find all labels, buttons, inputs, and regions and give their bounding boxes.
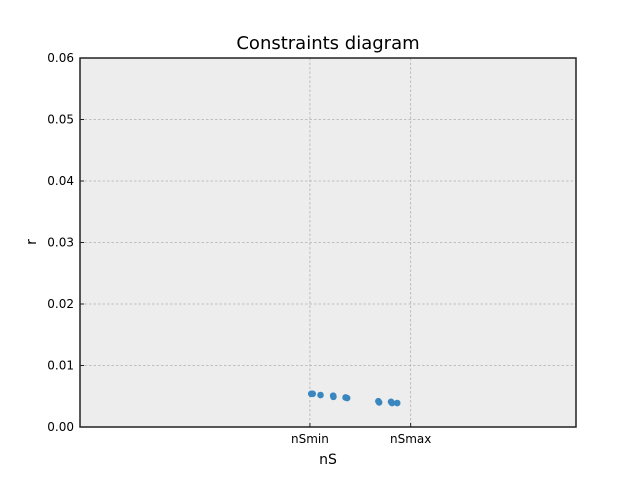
data-point [343, 394, 351, 402]
data-point [317, 391, 324, 399]
x-axis-label: nS [319, 452, 337, 468]
x-axis: nSmin nSmax [291, 423, 431, 446]
y-tick-label: 0.01 [47, 359, 74, 373]
x-tick-label-nsmax: nSmax [390, 432, 431, 446]
data-point [330, 393, 337, 401]
y-tick-label: 0.05 [47, 113, 74, 127]
y-tick-label: 0.03 [47, 236, 74, 250]
grid [80, 58, 576, 427]
chart-title: Constraints diagram [236, 33, 419, 54]
y-tick-label: 0.04 [47, 174, 74, 188]
y-axis: 0.00 0.01 0.02 0.03 0.04 0.05 0.06 [47, 51, 84, 434]
y-tick-label: 0.02 [47, 297, 74, 311]
y-tick-label: 0.00 [47, 420, 74, 434]
y-tick-label: 0.06 [47, 51, 74, 65]
data-point [375, 399, 383, 406]
y-axis-label: r [24, 239, 40, 245]
data-point [309, 390, 317, 398]
data-points [307, 390, 401, 407]
x-tick-label-nsmin: nSmin [291, 432, 329, 446]
data-point [393, 399, 401, 407]
data-point [388, 399, 396, 407]
